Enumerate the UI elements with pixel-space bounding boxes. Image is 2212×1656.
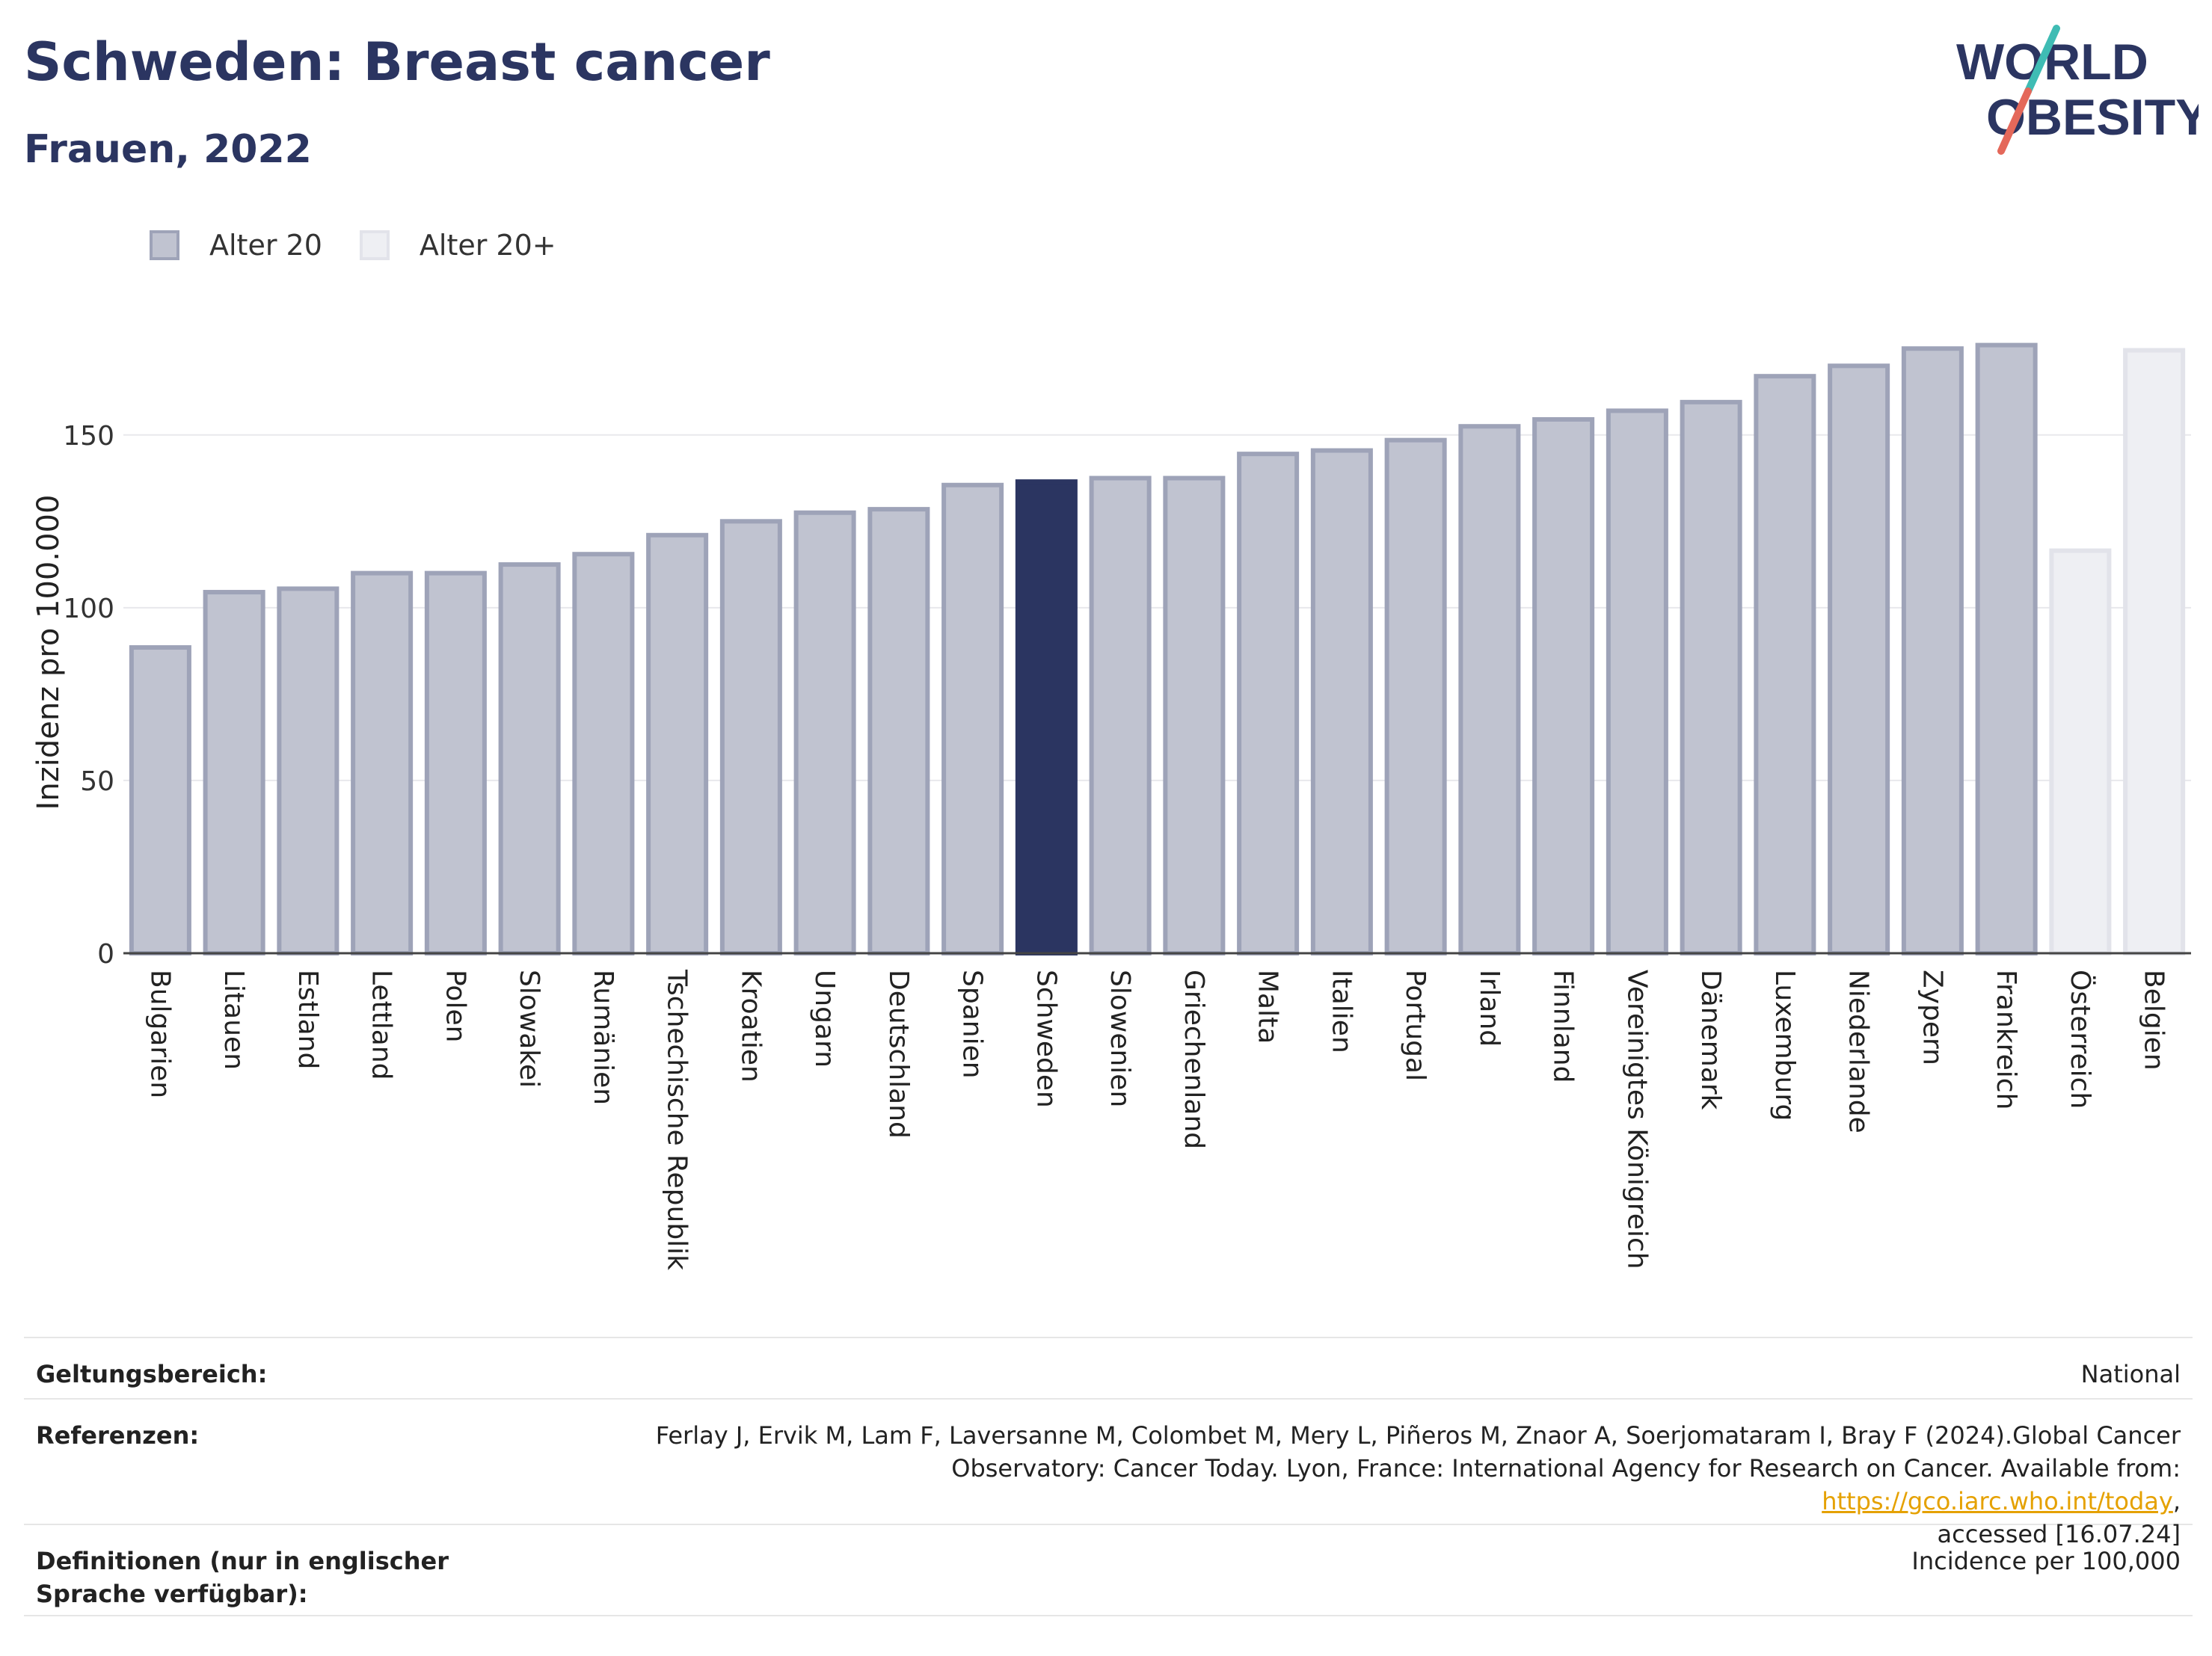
legend-item-alter-20-plus[interactable]: Alter 20+: [359, 229, 556, 262]
y-tick-label: 150: [63, 421, 114, 452]
definitions-label: Definitionen (nur in englischer Sprache …: [36, 1547, 449, 1608]
bar-25: [1975, 342, 2038, 955]
bar-8: [719, 519, 782, 955]
bar-20: [1606, 408, 1668, 955]
legend-label: Alter 20+: [419, 229, 556, 262]
bar-12: [1015, 479, 1078, 955]
bar-17: [1384, 437, 1447, 955]
definitions-row: Definitionen (nur in englischer Sprache …: [24, 1524, 2193, 1616]
x-tick-label: Malta: [1253, 970, 1283, 1044]
references-text-1: Ferlay J, Ervik M, Lam F, Laversanne M, …: [655, 1421, 2181, 1450]
world-obesity-logo: WORLD OBESITY: [1956, 25, 2199, 155]
y-axis-label: Inzidenz pro 100.000: [31, 495, 66, 810]
x-tick-label: Dänemark: [1695, 970, 1726, 1110]
bar-chart: 0 50 100 150 Inzidenz pro 100.000 Bulgarien Li…: [31, 342, 2191, 1270]
bar-11: [941, 482, 1004, 955]
scope-value: National: [2080, 1360, 2181, 1388]
bar-26: [2049, 548, 2112, 955]
x-tick-label: Bulgarien: [144, 970, 175, 1098]
x-tick-label: Irland: [1474, 970, 1505, 1047]
scope-row: Geltungsbereich: National: [24, 1337, 2193, 1398]
x-tick-label: Estland: [292, 970, 323, 1069]
x-tick-label: Slowenien: [1105, 970, 1135, 1107]
bar-4: [424, 570, 487, 956]
bar-23: [1828, 363, 1890, 955]
bar-1: [203, 590, 265, 955]
bar-15: [1237, 452, 1300, 955]
bar-24: [1901, 346, 1964, 956]
chart-legend: Alter 20 Alter 20+: [150, 223, 594, 268]
legend-label: Alter 20: [209, 229, 322, 262]
x-tick-label: Kroatien: [735, 970, 766, 1083]
bar-3: [351, 570, 414, 956]
x-tick-label: Spanien: [957, 970, 988, 1079]
scope-label: Geltungsbereich:: [36, 1360, 268, 1388]
x-tick-label: Luxemburg: [1769, 970, 1800, 1121]
legend-swatch: [359, 230, 390, 260]
x-tick-label: Griechenland: [1179, 970, 1209, 1149]
bar-2: [277, 586, 340, 956]
bar-13: [1089, 475, 1152, 955]
x-tick-label: Schweden: [1030, 970, 1061, 1108]
x-tick-label: Belgien: [2139, 970, 2169, 1071]
chart-title: Schweden: Breast cancer: [24, 31, 770, 93]
legend-item-alter-20[interactable]: Alter 20: [150, 229, 322, 262]
bar-22: [1754, 374, 1816, 955]
logo-slash-red: [1997, 87, 2032, 155]
y-tick-label: 0: [97, 939, 114, 970]
y-tick-label: 100: [63, 594, 114, 624]
bar-0: [129, 644, 191, 956]
references-text-3: accessed [16.07.24]: [1937, 1520, 2181, 1548]
x-tick-label: Zypern: [1917, 970, 1947, 1065]
x-tick-label: Portugal: [1400, 970, 1431, 1081]
x-tick-label: Niederlande: [1843, 970, 1874, 1133]
x-tick-label: Slowakei: [514, 970, 544, 1088]
bar-27: [2123, 348, 2186, 955]
references-value: Ferlay J, Ervik M, Lam F, Laversanne M, …: [610, 1419, 2181, 1548]
legend-swatch: [150, 230, 179, 260]
bar-9: [793, 510, 856, 955]
definitions-value: Incidence per 100,000: [1911, 1547, 2181, 1575]
logo-slash-teal: [2024, 25, 2060, 95]
bar-7: [646, 532, 709, 955]
x-tick-label: Italien: [1326, 970, 1357, 1053]
references-row: Referenzen: Ferlay J, Ervik M, Lam F, La…: [24, 1398, 2193, 1548]
x-tick-label: Litauen: [218, 970, 249, 1070]
bar-21: [1680, 399, 1742, 955]
x-tick-label: Tschechische Republik: [662, 969, 692, 1270]
x-tick-label: Frankreich: [1991, 970, 2021, 1109]
x-tick-label: Finnland: [1548, 970, 1579, 1083]
x-tick-label: Österreich: [2065, 970, 2096, 1109]
y-tick-label: 50: [80, 766, 114, 797]
x-tick-label: Ungarn: [809, 970, 840, 1068]
references-link[interactable]: https://gco.iarc.who.int/today: [1822, 1487, 2173, 1515]
x-tick-label: Polen: [440, 970, 470, 1042]
references-text-2-end: ,: [2172, 1487, 2181, 1515]
references-text-2: Observatory: Cancer Today. Lyon, France:…: [951, 1454, 2181, 1483]
bar-16: [1310, 448, 1373, 955]
x-tick-label: Vereinigtes Königreich: [1621, 970, 1652, 1269]
bar-14: [1163, 475, 1226, 955]
chart-subtitle: Frauen, 2022: [24, 127, 312, 172]
chart-footer: Geltungsbereich: National Referenzen: Fe…: [24, 1337, 2193, 1616]
bar-6: [572, 552, 635, 955]
x-tick-label: Rumänien: [588, 970, 618, 1105]
bar-18: [1458, 424, 1521, 955]
x-tick-label: Lettland: [366, 970, 397, 1080]
x-tick-label: Deutschland: [883, 970, 914, 1139]
bar-19: [1532, 416, 1595, 955]
bar-10: [867, 507, 930, 955]
references-label: Referenzen:: [36, 1421, 200, 1450]
bar-5: [498, 562, 561, 955]
